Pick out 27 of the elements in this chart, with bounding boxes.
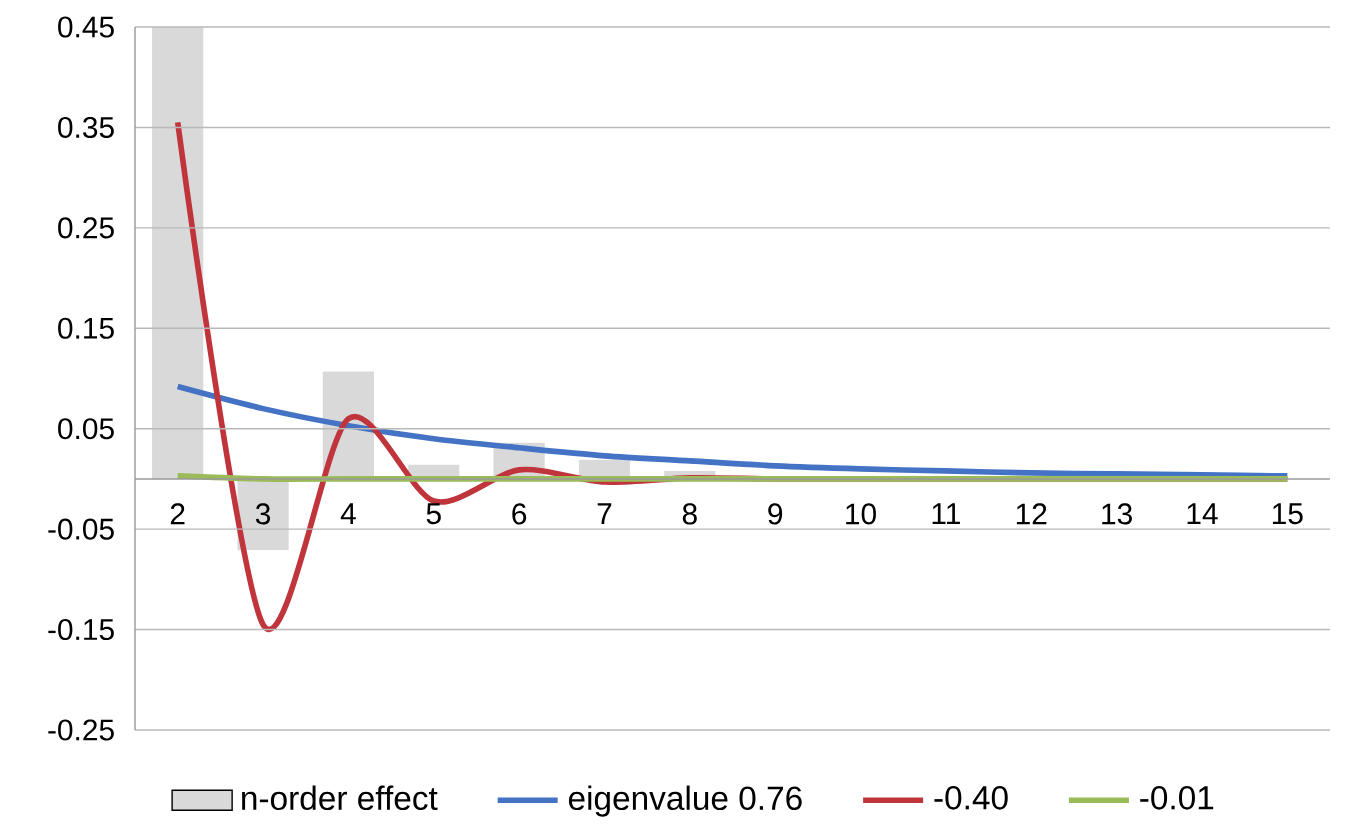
x-tick-label: 13 xyxy=(1102,503,1132,525)
y-tick-label: 0.35 xyxy=(58,116,114,138)
bar xyxy=(152,26,204,479)
legend-label: -0.40 xyxy=(934,785,1008,810)
x-tick-label: 7 xyxy=(597,503,612,524)
y-tick-label: -0.05 xyxy=(48,518,114,540)
x-tick-label: 15 xyxy=(1272,503,1303,525)
x-tick-label: 6 xyxy=(512,503,527,525)
x-tick-label: 2 xyxy=(170,503,185,525)
legend-label: -0.01 xyxy=(1140,785,1214,810)
y-tick-label: 0.25 xyxy=(58,217,114,239)
y-tick-label: -0.15 xyxy=(48,618,114,641)
legend-label: n-order effect xyxy=(242,785,438,811)
y-tick-label: 0.15 xyxy=(58,317,114,339)
y-tick-label: 0.05 xyxy=(58,418,114,440)
legend-label: eigenvalue 0.76 xyxy=(568,785,802,817)
x-tick-label: 5 xyxy=(426,503,441,525)
x-tick-label: 8 xyxy=(682,503,697,525)
x-tick-label: 12 xyxy=(1016,503,1047,525)
x-tick-label: 9 xyxy=(768,503,783,525)
y-tick-label: 0.45 xyxy=(58,16,114,38)
x-tick-label: 3 xyxy=(255,503,271,525)
x-tick-label: 4 xyxy=(340,503,356,524)
y-tick-label: -0.25 xyxy=(48,719,114,741)
x-tick-label: 10 xyxy=(846,503,876,525)
x-tick-label: 11 xyxy=(932,503,960,524)
x-tick-label: 14 xyxy=(1187,503,1218,524)
